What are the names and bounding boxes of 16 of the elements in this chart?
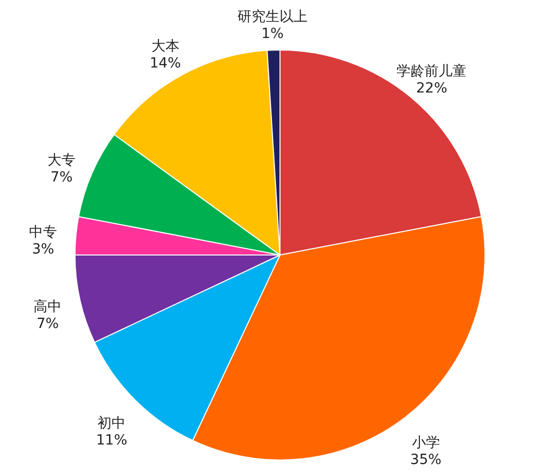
slice-label: 大本 xyxy=(151,38,180,54)
slice-label: 研究生以上 xyxy=(238,9,308,26)
slice-label: 中专 xyxy=(29,224,58,241)
data-label: 1% xyxy=(261,26,284,42)
slice-label: 高中 xyxy=(34,298,62,315)
data-label: 22% xyxy=(416,80,448,97)
slice-label: 小学 xyxy=(412,435,440,452)
slice-label: 学龄前儿童 xyxy=(396,64,467,80)
data-label: 7% xyxy=(36,316,59,332)
data-label: 35% xyxy=(410,452,442,468)
slice-label: 大专 xyxy=(48,152,76,168)
data-label: 7% xyxy=(50,169,73,186)
data-label: 3% xyxy=(32,242,54,258)
slice-label: 初中 xyxy=(98,415,126,432)
data-label: 14% xyxy=(150,55,181,72)
data-label: 11% xyxy=(96,432,128,448)
